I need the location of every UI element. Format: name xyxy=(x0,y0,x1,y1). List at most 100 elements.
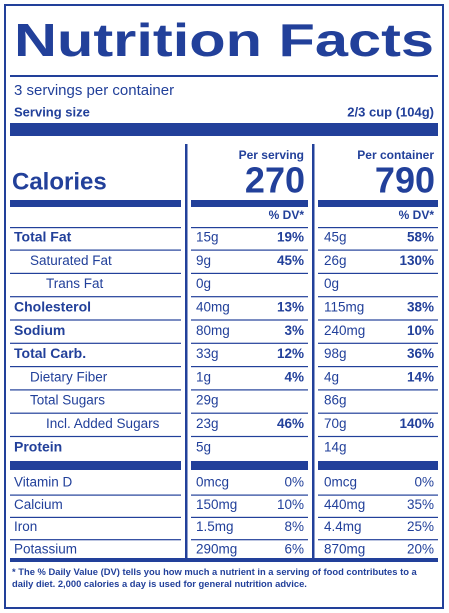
thick-bar xyxy=(318,200,438,207)
row-rule xyxy=(191,516,308,518)
amount: 0mcg xyxy=(196,475,229,490)
row-rule xyxy=(10,435,181,438)
amount: 9g xyxy=(196,253,211,268)
amount: 1g xyxy=(196,369,211,384)
thick-bar xyxy=(10,558,438,562)
row-rule xyxy=(318,516,438,518)
row-rule xyxy=(10,494,181,496)
row-rule xyxy=(10,539,181,541)
rule xyxy=(10,75,438,77)
nutrient-name: Total Fat xyxy=(14,229,72,245)
row-rule xyxy=(318,272,438,274)
amount: 15g xyxy=(196,230,219,245)
row-rule xyxy=(191,389,308,391)
nutrient-name: Trans Fat xyxy=(46,276,104,291)
daily-value: 13% xyxy=(277,299,304,314)
daily-value: 10% xyxy=(277,497,304,512)
footnote: * The % Daily Value (DV) tells you how m… xyxy=(12,566,417,589)
amount: 29g xyxy=(196,393,219,408)
daily-value: 4% xyxy=(284,369,304,384)
daily-value: 12% xyxy=(277,346,304,361)
column-header: Per container xyxy=(357,148,434,162)
nutrient-name: Calcium xyxy=(14,497,63,512)
row-rule xyxy=(191,319,308,321)
nutrient-name: Saturated Fat xyxy=(30,253,112,268)
row-rule xyxy=(318,539,438,541)
nutrient-name: Potassium xyxy=(14,541,77,556)
row-rule xyxy=(191,227,308,229)
amount: 290mg xyxy=(196,541,237,556)
dv-header: % DV* xyxy=(399,208,435,222)
title: Nutrition Facts xyxy=(14,14,434,66)
daily-value: 8% xyxy=(284,519,304,534)
daily-value: 6% xyxy=(284,541,304,556)
nutrient-name: Dietary Fiber xyxy=(30,369,108,384)
row-rule xyxy=(318,389,438,391)
daily-value: 140% xyxy=(399,416,434,431)
daily-value: 0% xyxy=(284,475,304,490)
nutrient-name: Total Carb. xyxy=(14,345,86,361)
calories-label: Calories xyxy=(12,168,107,195)
serving-size-value: 2/3 cup (104g) xyxy=(347,104,434,119)
serving-size-label: Serving size xyxy=(14,104,90,119)
nutrient-name: Incl. Added Sugars xyxy=(46,416,160,431)
border xyxy=(4,4,444,609)
amount: 0mcg xyxy=(324,475,357,490)
amount: 86g xyxy=(324,393,347,408)
amount: 80mg xyxy=(196,323,230,338)
amount: 14g xyxy=(324,439,347,454)
amount: 870mg xyxy=(324,541,365,556)
servings: 3 servings per container xyxy=(14,82,174,99)
amount: 240mg xyxy=(324,323,365,338)
calories-value: 790 xyxy=(375,160,435,201)
row-rule xyxy=(318,249,438,251)
row-rule xyxy=(318,494,438,496)
row-rule xyxy=(10,342,181,344)
daily-value: 20% xyxy=(407,541,434,556)
daily-value: 36% xyxy=(407,346,434,361)
row-rule xyxy=(318,296,438,298)
column-divider xyxy=(312,144,315,561)
nutrient-name: Protein xyxy=(14,438,62,454)
nutrient-name: Vitamin D xyxy=(14,475,73,490)
amount: 23g xyxy=(196,416,219,431)
amount: 4.4mg xyxy=(324,519,362,534)
row-rule xyxy=(10,227,181,229)
thick-bar xyxy=(10,461,181,470)
row-rule xyxy=(191,342,308,344)
nutrient-name: Sodium xyxy=(14,322,65,338)
amount: 26g xyxy=(324,253,347,268)
nutrient-name: Total Sugars xyxy=(30,393,105,408)
daily-value: 3% xyxy=(284,323,304,338)
row-rule xyxy=(318,366,438,368)
row-rule xyxy=(191,296,308,298)
amount: 440mg xyxy=(324,497,365,512)
thick-bar xyxy=(10,123,438,136)
amount: 4g xyxy=(324,369,339,384)
row-rule xyxy=(191,272,308,274)
column-header: Per serving xyxy=(239,148,304,162)
row-rule xyxy=(10,516,181,518)
thick-bar xyxy=(318,461,438,470)
daily-value: 14% xyxy=(407,369,434,384)
row-rule xyxy=(10,249,181,251)
row-rule xyxy=(318,342,438,344)
daily-value: 45% xyxy=(277,253,304,268)
calories-value: 270 xyxy=(245,160,305,201)
amount: 5g xyxy=(196,439,211,454)
daily-value: 35% xyxy=(407,497,434,512)
row-rule xyxy=(10,319,181,321)
daily-value: 38% xyxy=(407,299,434,314)
row-rule xyxy=(318,319,438,321)
thick-bar xyxy=(10,200,181,207)
row-rule xyxy=(10,366,181,368)
row-rule xyxy=(318,412,438,414)
row-rule xyxy=(10,272,181,274)
amount: 150mg xyxy=(196,497,237,512)
row-rule xyxy=(191,249,308,251)
column-divider xyxy=(185,144,188,561)
row-rule xyxy=(10,296,181,298)
daily-value: 19% xyxy=(277,230,304,245)
row-rule xyxy=(10,412,181,414)
